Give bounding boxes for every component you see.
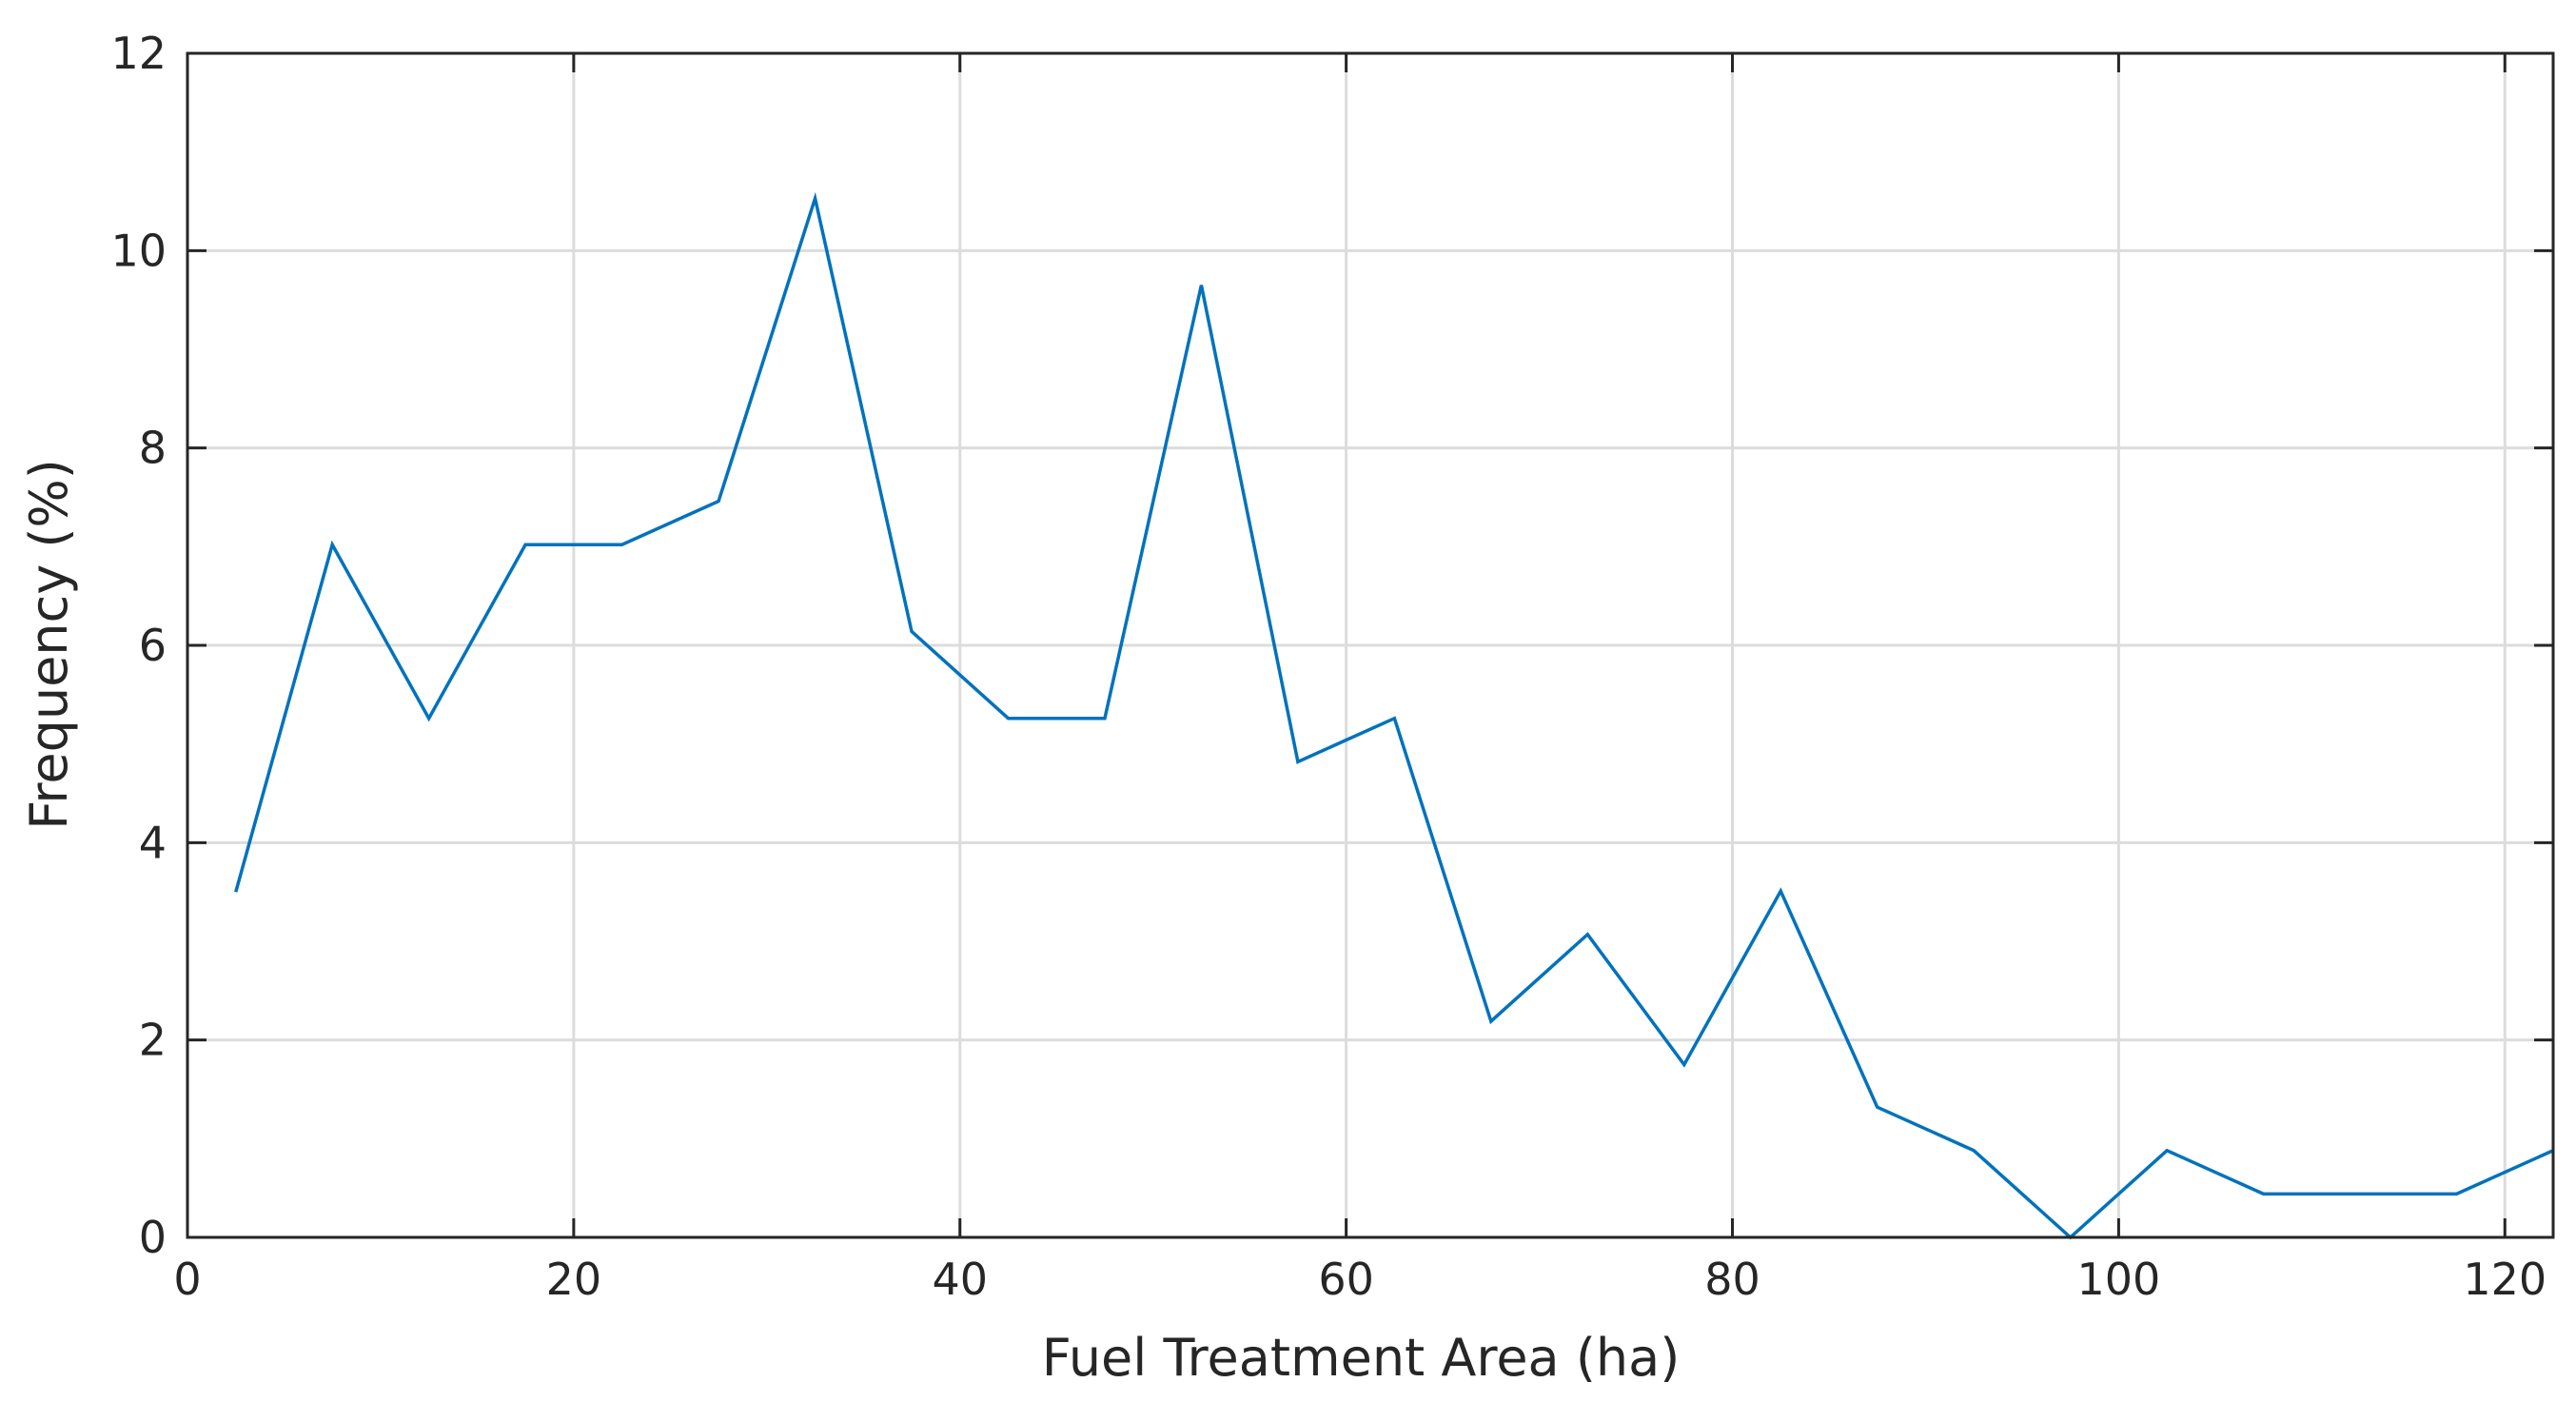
x-axis-label: Fuel Treatment Area (ha) bbox=[1042, 1328, 1681, 1388]
x-tick-label: 40 bbox=[932, 1254, 988, 1305]
series-line bbox=[234, 191, 2554, 1240]
y-tick-label: 2 bbox=[139, 1015, 167, 1066]
y-tick-label: 4 bbox=[139, 817, 167, 868]
y-tick-label: 10 bbox=[110, 225, 167, 276]
x-tick-label: 0 bbox=[173, 1254, 201, 1305]
y-tick-labels: 0 2 4 6 8 10 12 bbox=[110, 28, 167, 1263]
grid-lines bbox=[187, 53, 2553, 1237]
x-tick-label: 120 bbox=[2463, 1254, 2547, 1305]
y-tick-label: 12 bbox=[110, 28, 167, 79]
x-tick-labels: 0 20 40 60 80 100 120 bbox=[173, 1254, 2547, 1305]
x-tick-label: 80 bbox=[1704, 1254, 1760, 1305]
x-tick-label: 100 bbox=[2076, 1254, 2160, 1305]
y-tick-label: 8 bbox=[139, 423, 167, 474]
y-tick-label: 6 bbox=[139, 620, 167, 671]
series-layer bbox=[234, 191, 2554, 1240]
tick-marks bbox=[186, 51, 2553, 1239]
y-tick-label: 0 bbox=[139, 1212, 167, 1263]
y-axis-label: Frequency (%) bbox=[19, 459, 79, 830]
x-tick-label: 60 bbox=[1318, 1254, 1374, 1305]
x-tick-label: 20 bbox=[546, 1254, 602, 1305]
